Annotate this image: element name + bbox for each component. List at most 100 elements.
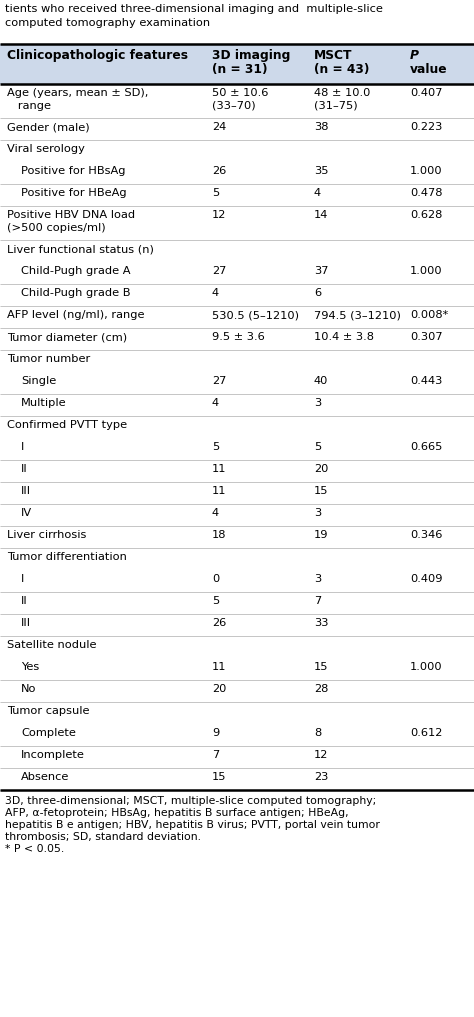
- Text: Confirmed PVTT type: Confirmed PVTT type: [7, 420, 127, 430]
- Text: 27: 27: [212, 376, 227, 386]
- Bar: [0, 482, 474, 504]
- Text: Age (years, mean ± SD),: Age (years, mean ± SD),: [7, 88, 148, 98]
- Text: Liver cirrhosis: Liver cirrhosis: [7, 530, 86, 540]
- Text: 38: 38: [314, 122, 328, 132]
- Text: 1.000: 1.000: [410, 166, 443, 176]
- Text: 5: 5: [212, 442, 219, 452]
- Text: 15: 15: [314, 486, 328, 496]
- Text: 23: 23: [314, 772, 328, 782]
- Text: 24: 24: [212, 122, 226, 132]
- Text: 33: 33: [314, 618, 328, 629]
- Text: hepatitis B e antigen; HBV, hepatitis B virus; PVTT, portal vein tumor: hepatitis B e antigen; HBV, hepatitis B …: [5, 820, 380, 830]
- Text: Yes: Yes: [21, 662, 39, 672]
- Text: 0.443: 0.443: [410, 376, 442, 386]
- Text: 7: 7: [212, 750, 219, 760]
- Text: Tumor number: Tumor number: [7, 354, 90, 364]
- Text: (n = 31): (n = 31): [212, 63, 267, 76]
- Text: 3D, three-dimensional; MSCT, multiple-slice computed tomography;: 3D, three-dimensional; MSCT, multiple-sl…: [5, 796, 376, 806]
- Text: 0.223: 0.223: [410, 122, 442, 132]
- Text: Child-Pugh grade A: Child-Pugh grade A: [21, 266, 130, 276]
- Text: Gender (male): Gender (male): [7, 122, 90, 132]
- Text: Multiple: Multiple: [21, 398, 67, 408]
- Text: 530.5 (5–1210): 530.5 (5–1210): [212, 310, 299, 320]
- Text: 0: 0: [212, 574, 219, 584]
- Bar: [0, 262, 474, 284]
- Text: 3: 3: [314, 574, 321, 584]
- Text: 3D imaging: 3D imaging: [212, 49, 291, 62]
- Bar: [0, 680, 474, 702]
- Text: Liver functional status (n): Liver functional status (n): [7, 244, 154, 254]
- Text: 0.478: 0.478: [410, 188, 443, 198]
- Text: 9: 9: [212, 728, 219, 738]
- Bar: [0, 118, 474, 140]
- Text: 37: 37: [314, 266, 328, 276]
- Text: 50 ± 10.6: 50 ± 10.6: [212, 88, 268, 98]
- Text: 27: 27: [212, 266, 227, 276]
- Text: 0.628: 0.628: [410, 210, 442, 220]
- Text: 40: 40: [314, 376, 328, 386]
- Bar: [0, 394, 474, 416]
- Text: 6: 6: [314, 288, 321, 298]
- Text: 4: 4: [314, 188, 321, 198]
- Text: 5: 5: [212, 188, 219, 198]
- Text: IV: IV: [21, 508, 32, 518]
- Text: III: III: [21, 618, 31, 629]
- Text: 26: 26: [212, 618, 226, 629]
- Text: Positive for HBsAg: Positive for HBsAg: [21, 166, 126, 176]
- Bar: [0, 184, 474, 206]
- Bar: [0, 306, 474, 328]
- Text: MSCT: MSCT: [314, 49, 353, 62]
- Bar: [0, 372, 474, 394]
- Bar: [0, 504, 474, 526]
- Text: (31–75): (31–75): [314, 101, 357, 111]
- Text: AFP, α-fetoprotein; HBsAg, hepatitis B surface antigen; HBeAg,: AFP, α-fetoprotein; HBsAg, hepatitis B s…: [5, 807, 348, 818]
- Text: 4: 4: [212, 398, 219, 408]
- Bar: [0, 350, 474, 372]
- Bar: [0, 460, 474, 482]
- Text: 18: 18: [212, 530, 227, 540]
- Bar: [0, 658, 474, 680]
- Text: 28: 28: [314, 684, 328, 694]
- Text: 794.5 (3–1210): 794.5 (3–1210): [314, 310, 401, 320]
- Text: 0.346: 0.346: [410, 530, 442, 540]
- Bar: [0, 746, 474, 768]
- Text: (>500 copies/ml): (>500 copies/ml): [7, 223, 106, 233]
- Bar: [0, 768, 474, 790]
- Text: (n = 43): (n = 43): [314, 63, 369, 76]
- Bar: [0, 206, 474, 240]
- Text: 11: 11: [212, 486, 227, 496]
- Bar: [0, 140, 474, 162]
- Text: 5: 5: [212, 596, 219, 606]
- Text: 15: 15: [314, 662, 328, 672]
- Text: 11: 11: [212, 662, 227, 672]
- Text: 0.665: 0.665: [410, 442, 442, 452]
- Text: Complete: Complete: [21, 728, 76, 738]
- Bar: [0, 84, 474, 118]
- Text: 0.008*: 0.008*: [410, 310, 448, 320]
- Text: 0.307: 0.307: [410, 332, 443, 342]
- Text: No: No: [21, 684, 36, 694]
- Text: Child-Pugh grade B: Child-Pugh grade B: [21, 288, 130, 298]
- Bar: [0, 44, 474, 84]
- Text: 7: 7: [314, 596, 321, 606]
- Text: Tumor capsule: Tumor capsule: [7, 706, 90, 716]
- Text: 1.000: 1.000: [410, 662, 443, 672]
- Text: Incomplete: Incomplete: [21, 750, 85, 760]
- Text: 0.409: 0.409: [410, 574, 443, 584]
- Bar: [0, 438, 474, 460]
- Text: 12: 12: [314, 750, 328, 760]
- Text: 3: 3: [314, 508, 321, 518]
- Text: 15: 15: [212, 772, 227, 782]
- Bar: [0, 724, 474, 746]
- Text: Tumor differentiation: Tumor differentiation: [7, 552, 127, 562]
- Text: (33–70): (33–70): [212, 101, 255, 111]
- Text: Positive HBV DNA load: Positive HBV DNA load: [7, 210, 135, 220]
- Text: 20: 20: [212, 684, 227, 694]
- Text: thrombosis; SD, standard deviation.: thrombosis; SD, standard deviation.: [5, 832, 201, 842]
- Text: 26: 26: [212, 166, 226, 176]
- Bar: [0, 636, 474, 658]
- Bar: [0, 328, 474, 350]
- Text: Absence: Absence: [21, 772, 69, 782]
- Text: 14: 14: [314, 210, 328, 220]
- Text: computed tomography examination: computed tomography examination: [5, 18, 210, 28]
